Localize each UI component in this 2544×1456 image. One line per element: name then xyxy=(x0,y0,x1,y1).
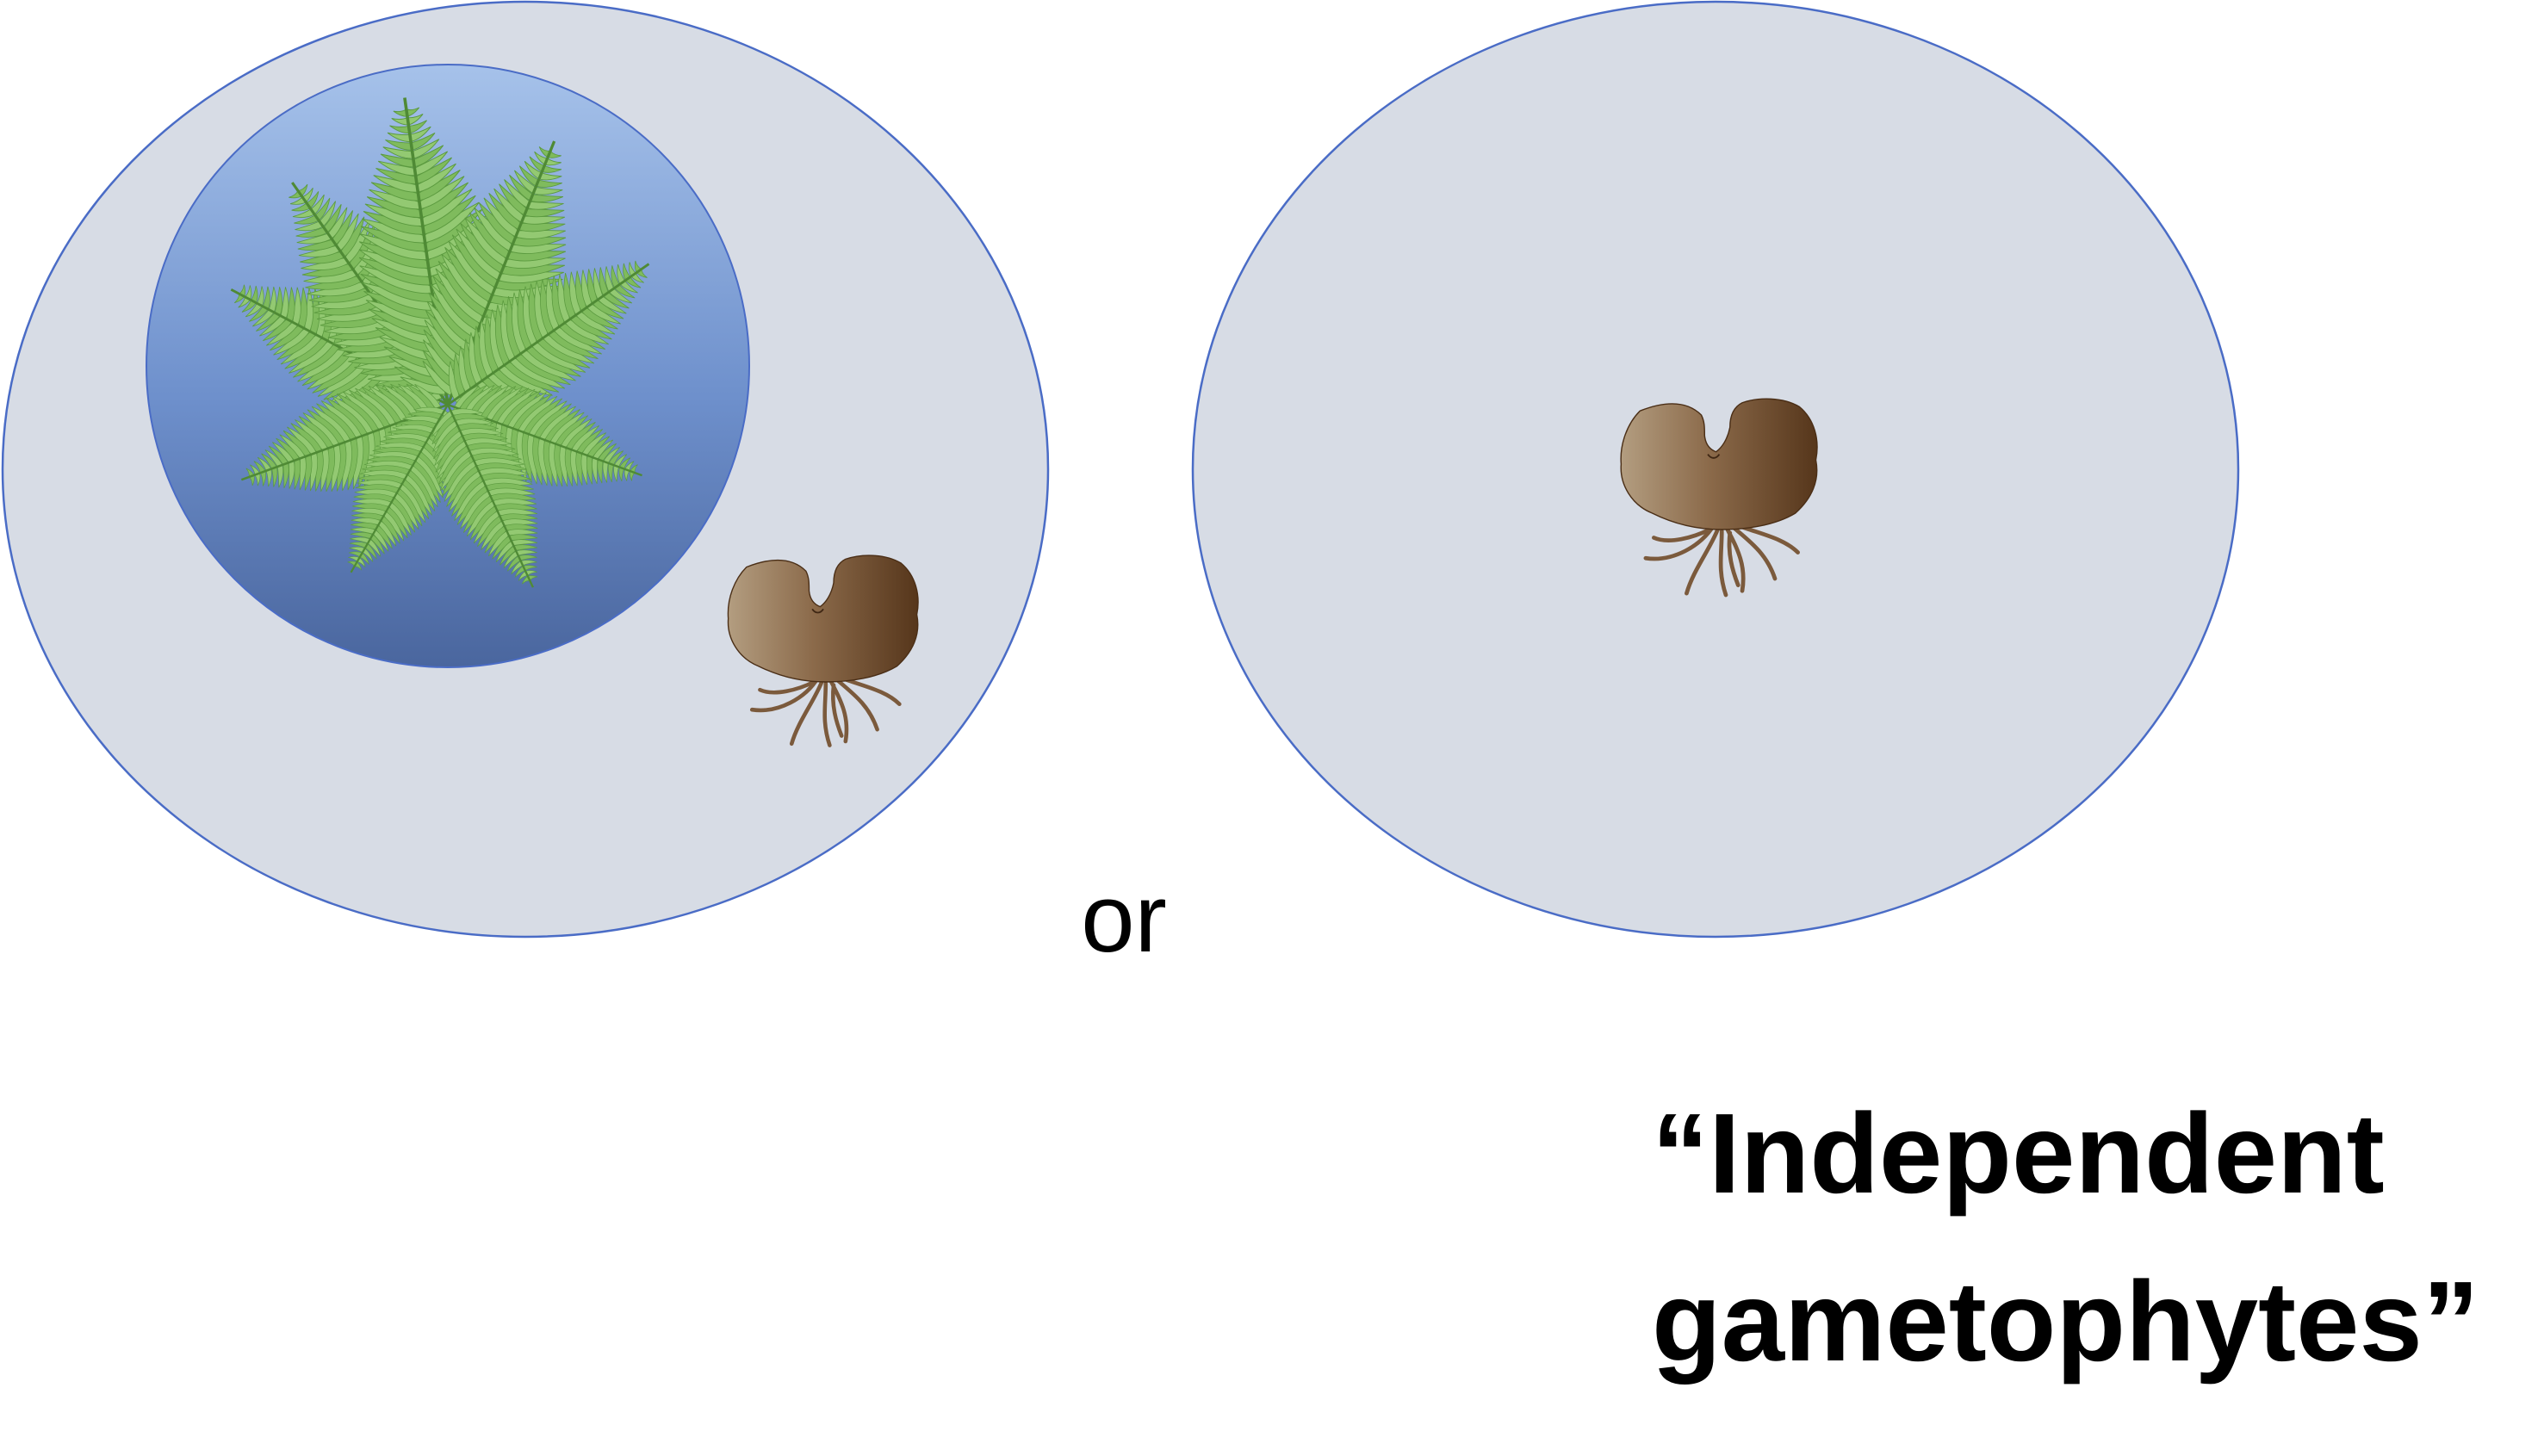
caption-line-1: “Independent xyxy=(1652,1090,2385,1217)
or-label: or xyxy=(1081,864,1167,972)
caption-line-2: gametophytes” xyxy=(1652,1258,2479,1385)
